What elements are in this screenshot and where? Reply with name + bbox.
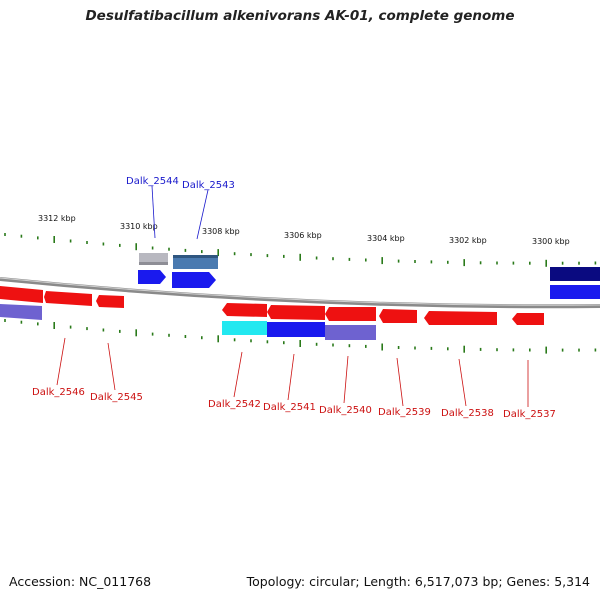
gene-label-dalk-2543[interactable]: Dalk_2543 xyxy=(182,180,235,191)
gene-red-dalk-2540[interactable] xyxy=(325,307,376,321)
scale-label-3310: 3310 kbp xyxy=(120,222,158,231)
gene-red-left-edge[interactable] xyxy=(0,286,43,303)
genome-backbone xyxy=(0,277,600,309)
footer: Accession: NC_011768 Topology: circular;… xyxy=(0,574,600,594)
genome-backbone-highlight xyxy=(0,277,600,306)
scale-label-3308: 3308 kbp xyxy=(202,227,240,236)
gene-label-dalk-2545[interactable]: Dalk_2545 xyxy=(90,392,143,403)
gene-label-dalk-2540[interactable]: Dalk_2540 xyxy=(319,405,372,416)
leader-dalk-2542 xyxy=(233,351,243,398)
gene-purple-left[interactable] xyxy=(0,304,42,320)
leader-dalk-2544 xyxy=(151,185,156,239)
scale-label-3302: 3302 kbp xyxy=(449,236,487,245)
gene-label-dalk-2538[interactable]: Dalk_2538 xyxy=(441,408,494,419)
gene-arrow-blue-2[interactable] xyxy=(172,272,216,288)
gene-red-dalk-2538[interactable] xyxy=(424,311,497,325)
leader-dalk-2538 xyxy=(458,358,467,407)
gene-red-dalk-2542[interactable] xyxy=(222,303,267,317)
gene-label-dalk-2544[interactable]: Dalk_2544 xyxy=(126,176,179,187)
genome-map[interactable]: 3312 kbp 3310 kbp 3308 kbp 3306 kbp 3304… xyxy=(0,0,600,570)
scale-ticks-upper xyxy=(4,233,597,267)
leader-dalk-2539 xyxy=(396,357,404,407)
gene-cyan[interactable] xyxy=(222,321,267,335)
gene-red-dalk-2539[interactable] xyxy=(379,309,417,323)
gene-red-dalk-2537[interactable] xyxy=(512,313,544,325)
gene-purple-center[interactable] xyxy=(325,325,376,340)
gene-label-dalk-2539[interactable]: Dalk_2539 xyxy=(378,407,431,418)
gene-blue-center[interactable] xyxy=(267,322,325,337)
gene-red-dalk-2541[interactable] xyxy=(267,305,325,320)
accession-text: Accession: NC_011768 xyxy=(9,574,152,589)
scale-label-3300: 3300 kbp xyxy=(532,237,570,246)
gene-label-dalk-2537[interactable]: Dalk_2537 xyxy=(503,409,556,420)
scale-label-3312: 3312 kbp xyxy=(38,214,76,223)
leader-dalk-2546 xyxy=(56,337,66,386)
scale-label-3304: 3304 kbp xyxy=(367,234,405,243)
page-title: Desulfatibacillum alkenivorans AK-01, co… xyxy=(85,8,515,24)
gene-dalk-2543-shade xyxy=(173,255,218,258)
leader-dalk-2545 xyxy=(107,342,116,391)
gene-dalk-2544-shade xyxy=(139,262,168,265)
gene-red-dalk-2545[interactable] xyxy=(96,295,124,308)
gene-label-dalk-2546[interactable]: Dalk_2546 xyxy=(32,387,85,398)
leader-dalk-2541 xyxy=(287,353,295,401)
genome-info-text: Topology: circular; Length: 6,517,073 bp… xyxy=(246,574,590,589)
gene-navy-right[interactable] xyxy=(550,267,600,281)
gene-label-dalk-2542[interactable]: Dalk_2542 xyxy=(208,399,261,410)
gene-blue-right[interactable] xyxy=(550,285,600,299)
leader-dalk-2543 xyxy=(196,189,209,240)
gene-label-dalk-2541[interactable]: Dalk_2541 xyxy=(263,402,316,413)
gene-red-dalk-2546[interactable] xyxy=(44,291,92,306)
scale-label-3306: 3306 kbp xyxy=(284,231,322,240)
gene-arrow-blue-1[interactable] xyxy=(138,270,166,284)
gene-dalk-2543-box[interactable] xyxy=(173,255,218,269)
leader-dalk-2540 xyxy=(343,355,349,404)
scale-ticks-lower xyxy=(4,319,597,354)
